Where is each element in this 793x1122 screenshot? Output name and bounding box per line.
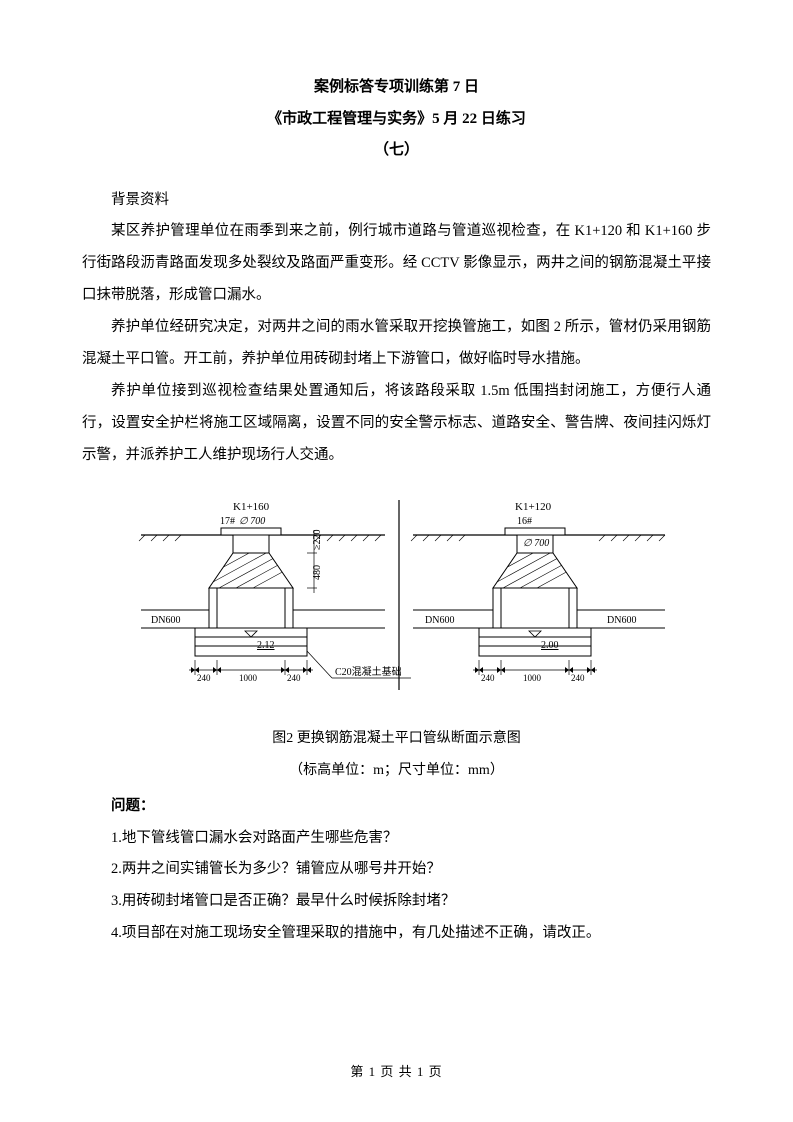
- dim-r-1: 240: [481, 673, 495, 683]
- station-right: K1+120: [515, 501, 552, 513]
- figure-2: K1+160 17# ∅ 700 ≥220 480 DN600 2.12 240…: [82, 480, 711, 785]
- title-block: 案例标答专项训练第 7 日 《市政工程管理与实务》5 月 22 日练习 （七）: [82, 72, 711, 167]
- station-left: K1+160: [233, 501, 270, 513]
- question-4: 4.项目部在对施工现场安全管理采取的措施中，有几处描述不正确，请改正。: [82, 918, 711, 950]
- dim-l-3: 240: [287, 673, 301, 683]
- question-2: 2.两井之间实铺管长为多少？铺管应从哪号井开始？: [82, 854, 711, 886]
- title-line-2: 《市政工程管理与实务》5 月 22 日练习: [82, 104, 711, 136]
- elev-right: 2.00: [541, 640, 559, 651]
- question-1: 1.地下管线管口漏水会对路面产生哪些危害？: [82, 823, 711, 855]
- figure-caption-2: （标高单位：m；尺寸单位：mm）: [82, 758, 711, 785]
- dim-v-bottom: 480: [312, 565, 323, 580]
- title-line-1: 案例标答专项训练第 7 日: [82, 72, 711, 104]
- pipe-label-right-l: DN600: [425, 615, 454, 626]
- pipe-label-right-r: DN600: [607, 615, 636, 626]
- manhole-mark-right: 16#: [517, 516, 532, 527]
- diameter-right: ∅ 700: [523, 538, 549, 549]
- dim-v-top: ≥220: [312, 529, 323, 550]
- elev-left: 2.12: [257, 640, 275, 651]
- paragraph-2: 养护单位经研究决定，对两井之间的雨水管采取开挖换管施工，如图 2 所示，管材仍采…: [82, 312, 711, 376]
- paragraph-3: 养护单位接到巡视检查结果处置通知后，将该路段采取 1.5m 低围挡封闭施工，方便…: [82, 376, 711, 472]
- questions-heading: 问题：: [82, 791, 711, 823]
- question-3: 3.用砖砌封堵管口是否正确？最早什么时候拆除封堵？: [82, 886, 711, 918]
- figure-caption-1: 图2 更换钢筋混凝土平口管纵断面示意图: [82, 726, 711, 753]
- dim-r-2: 1000: [523, 673, 542, 683]
- dim-l-2: 1000: [239, 673, 258, 683]
- title-line-3: （七）: [82, 135, 711, 167]
- page-footer: 第 1 页 共 1 页: [0, 1061, 793, 1080]
- figure-svg: K1+160 17# ∅ 700 ≥220 480 DN600 2.12 240…: [117, 480, 677, 715]
- dim-l-1: 240: [197, 673, 211, 683]
- background-label: 背景资料: [82, 185, 711, 217]
- manhole-mark-left: 17#: [220, 516, 235, 527]
- dim-r-3: 240: [571, 673, 585, 683]
- diameter-left: ∅ 700: [239, 516, 265, 527]
- paragraph-1: 某区养护管理单位在雨季到来之前，例行城市道路与管道巡视检查，在 K1+120 和…: [82, 216, 711, 312]
- pipe-label-left: DN600: [151, 615, 180, 626]
- foundation-label: C20混凝土基础: [335, 665, 402, 678]
